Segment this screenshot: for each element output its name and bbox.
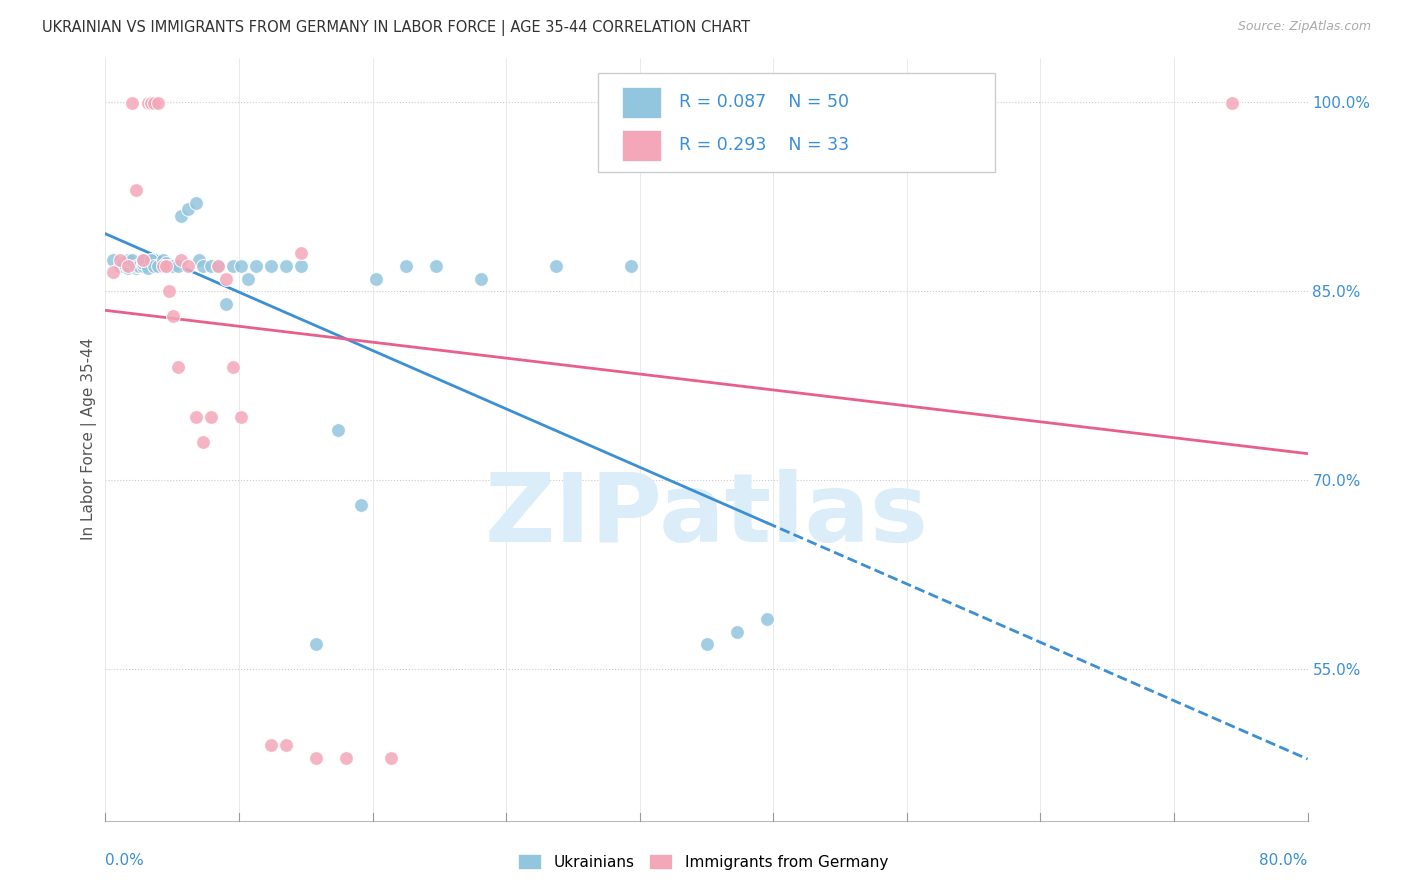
Point [155, 259, 177, 273]
Point [136, 96, 159, 111]
Point [136, 261, 159, 276]
Point [139, 252, 162, 267]
Point [260, 259, 283, 273]
Point [121, 252, 143, 267]
Point [162, 259, 184, 273]
Point [177, 259, 200, 273]
Point [260, 738, 283, 752]
Point [364, 271, 387, 285]
Point [169, 209, 191, 223]
Point [222, 359, 245, 374]
Point [112, 256, 135, 270]
FancyBboxPatch shape [623, 87, 661, 119]
Legend: Ukrainians, Immigrants from Germany: Ukrainians, Immigrants from Germany [510, 846, 896, 877]
Point [305, 750, 328, 764]
Point [620, 259, 643, 273]
Point [132, 252, 155, 267]
Point [155, 256, 177, 270]
Point [380, 750, 402, 764]
Point [214, 271, 236, 285]
Point [155, 259, 177, 273]
Text: UKRAINIAN VS IMMIGRANTS FROM GERMANY IN LABOR FORCE | AGE 35-44 CORRELATION CHAR: UKRAINIAN VS IMMIGRANTS FROM GERMANY IN … [42, 20, 751, 36]
Point [169, 252, 191, 267]
Point [101, 265, 124, 279]
Point [166, 359, 188, 374]
Point [696, 637, 718, 651]
Point [328, 423, 350, 437]
Point [162, 310, 184, 324]
Point [139, 96, 162, 111]
Text: ZIPatlas: ZIPatlas [485, 469, 928, 562]
Point [191, 259, 214, 273]
Point [124, 259, 146, 273]
Point [470, 271, 492, 285]
Point [157, 284, 180, 298]
Point [166, 259, 188, 273]
Y-axis label: In Labor Force | Age 35-44: In Labor Force | Age 35-44 [82, 338, 97, 541]
Point [546, 259, 568, 273]
Point [290, 246, 312, 260]
Text: Source: ZipAtlas.com: Source: ZipAtlas.com [1237, 20, 1371, 33]
Point [139, 96, 162, 111]
Point [725, 624, 748, 639]
Point [350, 499, 373, 513]
Point [184, 410, 207, 425]
Point [157, 259, 180, 273]
FancyBboxPatch shape [599, 73, 995, 172]
Point [124, 261, 146, 276]
Point [132, 259, 155, 273]
Text: 0.0%: 0.0% [105, 854, 145, 868]
Point [110, 259, 132, 273]
Point [755, 612, 778, 626]
Point [117, 252, 139, 267]
Point [191, 435, 214, 450]
Text: R = 0.087    N = 50: R = 0.087 N = 50 [679, 94, 849, 112]
Point [101, 252, 124, 267]
Point [184, 196, 207, 211]
Point [290, 259, 312, 273]
Text: 80.0%: 80.0% [1260, 854, 1308, 868]
Point [200, 410, 222, 425]
Point [139, 96, 162, 111]
Point [132, 252, 155, 267]
Point [207, 259, 229, 273]
FancyBboxPatch shape [623, 129, 661, 161]
Point [146, 96, 169, 111]
Point [425, 259, 447, 273]
Point [238, 271, 260, 285]
Point [117, 259, 139, 273]
Text: R = 0.293    N = 33: R = 0.293 N = 33 [679, 136, 849, 154]
Point [152, 252, 174, 267]
Point [146, 259, 169, 273]
Point [117, 261, 139, 276]
Point [132, 256, 155, 270]
Point [274, 259, 297, 273]
Point [207, 259, 229, 273]
Point [229, 259, 252, 273]
Point [1222, 96, 1244, 111]
Point [187, 252, 209, 267]
Point [177, 202, 200, 217]
Point [124, 183, 146, 197]
Point [335, 750, 357, 764]
Point [110, 252, 132, 267]
Point [142, 96, 165, 111]
Point [305, 637, 328, 651]
Point [142, 259, 165, 273]
Point [139, 252, 162, 267]
Point [395, 259, 418, 273]
Point [222, 259, 245, 273]
Point [128, 259, 150, 273]
Point [200, 259, 222, 273]
Point [229, 410, 252, 425]
Point [214, 297, 236, 311]
Point [274, 738, 297, 752]
Point [152, 259, 174, 273]
Point [245, 259, 267, 273]
Point [121, 96, 143, 111]
